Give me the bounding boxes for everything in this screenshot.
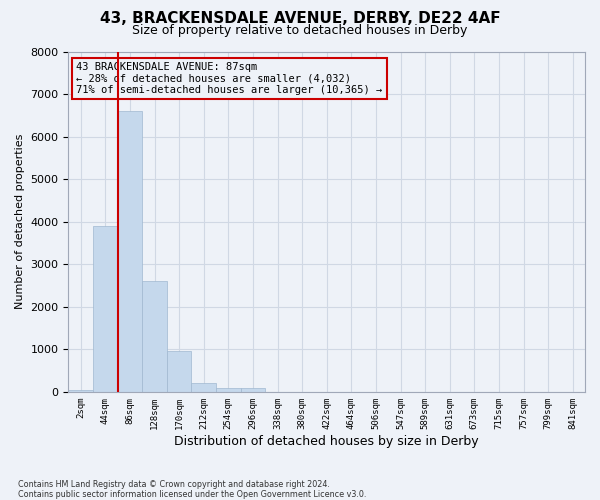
Bar: [216, 388, 241, 392]
Bar: [167, 352, 191, 392]
Bar: [241, 388, 265, 392]
Y-axis label: Number of detached properties: Number of detached properties: [15, 134, 25, 310]
Text: 43, BRACKENSDALE AVENUE, DERBY, DE22 4AF: 43, BRACKENSDALE AVENUE, DERBY, DE22 4AF: [100, 11, 500, 26]
Text: Contains HM Land Registry data © Crown copyright and database right 2024.
Contai: Contains HM Land Registry data © Crown c…: [18, 480, 367, 499]
Bar: [93, 226, 118, 392]
Bar: [142, 281, 167, 392]
Bar: [191, 384, 216, 392]
Text: 43 BRACKENSDALE AVENUE: 87sqm
← 28% of detached houses are smaller (4,032)
71% o: 43 BRACKENSDALE AVENUE: 87sqm ← 28% of d…: [76, 62, 382, 95]
Bar: [68, 390, 93, 392]
Bar: [118, 111, 142, 392]
Text: Size of property relative to detached houses in Derby: Size of property relative to detached ho…: [133, 24, 467, 37]
X-axis label: Distribution of detached houses by size in Derby: Distribution of detached houses by size …: [175, 434, 479, 448]
